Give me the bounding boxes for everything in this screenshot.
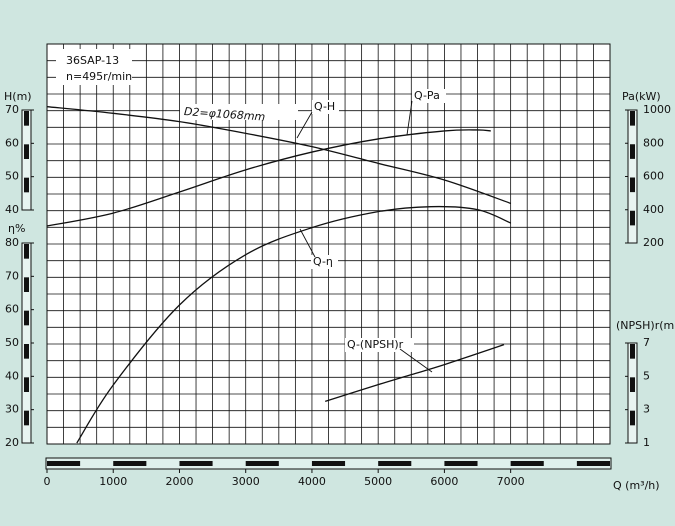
annotation: D2=φ1068mm <box>184 105 266 124</box>
y-tick-label: 1 <box>643 436 650 449</box>
series-line <box>76 205 511 444</box>
axis-bar-segment <box>24 310 29 326</box>
leader-line <box>399 348 433 373</box>
x-tick-label: 3000 <box>232 475 260 488</box>
axis-bar-segment <box>630 111 635 126</box>
label-box <box>412 89 446 103</box>
x-scale-segment <box>576 461 610 466</box>
x-axis-label: Q (m³/h) <box>613 479 660 492</box>
axis-bar-segment <box>630 210 635 226</box>
x-scale-segment <box>311 461 346 466</box>
x-tick-label: 2000 <box>165 475 193 488</box>
y-tick-label: 3 <box>643 403 650 416</box>
x-scale-segment <box>179 461 213 466</box>
axis-bar-segment <box>24 410 29 426</box>
y-tick-label: 5 <box>643 369 650 382</box>
axis-bar-segment <box>24 244 29 259</box>
y-tick-label: 70 <box>5 269 19 282</box>
axis-bar-segment <box>24 277 29 292</box>
x-scale-segment <box>444 461 478 466</box>
y-tick-label: 50 <box>5 336 19 349</box>
x-scale-bar-segments <box>47 461 610 466</box>
series-label: Q-η <box>313 255 333 268</box>
axis-title: η% <box>8 222 25 235</box>
axis-title: (NPSH)r(m) <box>616 319 675 332</box>
y-tick-label: 20 <box>5 436 19 449</box>
series-line <box>46 129 491 227</box>
y-tick-label: 30 <box>5 403 19 416</box>
x-scale-segment <box>113 461 147 466</box>
x-tick-label: 5000 <box>364 475 392 488</box>
series-line <box>46 106 511 204</box>
axis-bar <box>21 109 32 211</box>
x-scale-segment <box>245 461 279 466</box>
axis-bar-segment <box>630 377 635 392</box>
y-tick-label: 1000 <box>643 103 671 116</box>
y-tick-label: 40 <box>5 369 19 382</box>
axis-bar-segment <box>630 410 635 426</box>
series-label: Q-Pa <box>414 89 440 102</box>
axis-bar-segment <box>24 177 29 193</box>
y-tick-label: 400 <box>643 203 664 216</box>
leader-line <box>299 228 316 258</box>
y-tick-label: 600 <box>643 170 664 183</box>
x-tick-label: 0 <box>44 475 51 488</box>
axis-bar-segment <box>24 377 29 392</box>
y-tick-label: 40 <box>5 203 19 216</box>
series-label: Q-(NPSH)r <box>347 338 404 351</box>
leader-line <box>406 100 413 136</box>
annotation: 36SAP-13 <box>66 54 119 67</box>
annotation: n=495r/min <box>66 70 132 83</box>
axis-bar-segment <box>24 344 29 359</box>
axis-bar-segment <box>24 111 29 126</box>
label-box <box>311 255 338 269</box>
x-tick-label: 6000 <box>430 475 458 488</box>
axis-bar-segment <box>630 144 635 159</box>
axis-bar <box>627 342 638 444</box>
y-tick-label: 50 <box>5 170 19 183</box>
series-label: Q-H <box>314 100 335 113</box>
y-tick-label: 80 <box>5 236 19 249</box>
x-tick-label: 4000 <box>298 475 326 488</box>
x-scale-segment <box>510 461 544 466</box>
label-box <box>180 104 298 120</box>
label-box <box>345 338 414 352</box>
series-line <box>324 344 505 402</box>
grid <box>47 44 610 444</box>
x-tick-label: 1000 <box>99 475 127 488</box>
y-tick-label: 800 <box>643 136 664 149</box>
x-tick-label: 7000 <box>497 475 525 488</box>
axis-bar-segment <box>24 144 29 159</box>
label-box <box>312 100 339 114</box>
axis-title: H(m) <box>4 90 32 103</box>
x-scale-segment <box>47 461 81 466</box>
y-tick-label: 70 <box>5 103 19 116</box>
y-tick-label: 7 <box>643 336 650 349</box>
axis-bar-segment <box>630 344 635 359</box>
leader-line <box>296 111 313 139</box>
y-tick-label: 200 <box>643 236 664 249</box>
axis-bar-segment <box>630 177 635 193</box>
y-tick-label: 60 <box>5 303 19 316</box>
axis-title: Pa(kW) <box>622 90 661 103</box>
y-tick-label: 60 <box>5 136 19 149</box>
label-box <box>56 49 132 85</box>
x-scale-segment <box>378 461 412 466</box>
